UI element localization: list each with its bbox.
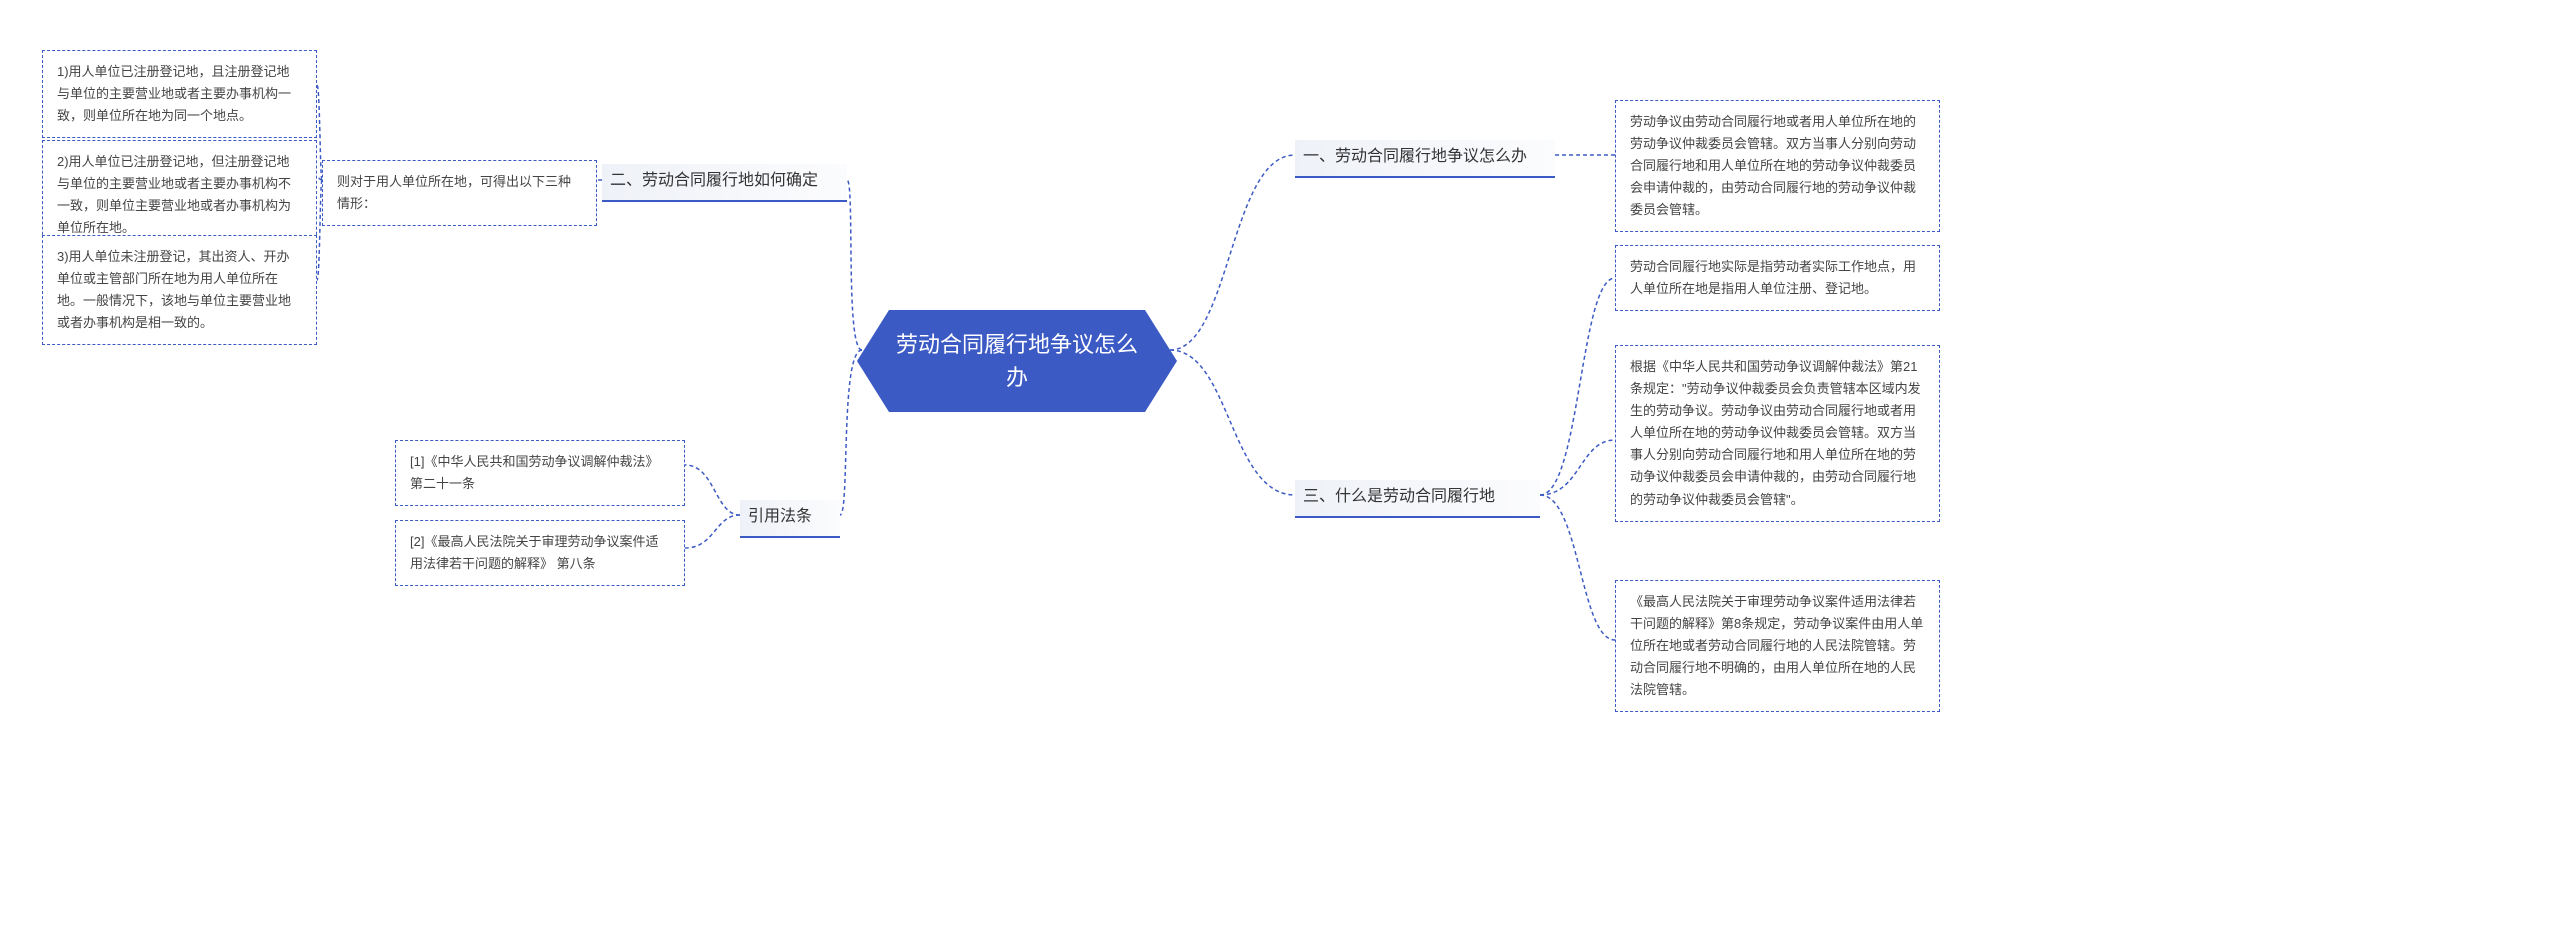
- leaf-b3-1: 劳动合同履行地实际是指劳动者实际工作地点，用人单位所在地是指用人单位注册、登记地…: [1615, 245, 1940, 311]
- leaf-b3-3: 《最高人民法院关于审理劳动争议案件适用法律若干问题的解释》第8条规定，劳动争议案…: [1615, 580, 1940, 712]
- branch-4-citations[interactable]: 引用法条: [740, 500, 840, 538]
- branch-3-label: 三、什么是劳动合同履行地: [1303, 488, 1495, 505]
- branch-2-determination[interactable]: 二、劳动合同履行地如何确定: [602, 164, 847, 202]
- root-node[interactable]: 劳动合同履行地争议怎么办: [857, 310, 1177, 412]
- branch-3-definition[interactable]: 三、什么是劳动合同履行地: [1295, 480, 1540, 518]
- leaf-b4-1: [1]《中华人民共和国劳动争议调解仲裁法》 第二十一条: [395, 440, 685, 506]
- leaf-b3-2: 根据《中华人民共和国劳动争议调解仲裁法》第21条规定："劳动争议仲裁委员会负责管…: [1615, 345, 1940, 522]
- leaf-b2-1: 1)用人单位已注册登记地，且注册登记地与单位的主要营业地或者主要办事机构一致，则…: [42, 50, 317, 138]
- leaf-b4-2: [2]《最高人民法院关于审理劳动争议案件适用法律若干问题的解释》 第八条: [395, 520, 685, 586]
- leaf-b2-3: 3)用人单位未注册登记，其出资人、开办单位或主管部门所在地为用人单位所在地。一般…: [42, 235, 317, 345]
- branch-1-label: 一、劳动合同履行地争议怎么办: [1303, 148, 1527, 165]
- leaf-b2-sub: 则对于用人单位所在地，可得出以下三种情形：: [322, 160, 597, 226]
- leaf-b1-content: 劳动争议由劳动合同履行地或者用人单位所在地的劳动争议仲裁委员会管辖。双方当事人分…: [1615, 100, 1940, 232]
- root-label: 劳动合同履行地争议怎么办: [887, 328, 1147, 394]
- branch-2-label: 二、劳动合同履行地如何确定: [610, 172, 818, 189]
- leaf-b2-2: 2)用人单位已注册登记地，但注册登记地与单位的主要营业地或者主要办事机构不一致，…: [42, 140, 317, 250]
- branch-4-label: 引用法条: [748, 508, 812, 525]
- branch-1-dispute-handling[interactable]: 一、劳动合同履行地争议怎么办: [1295, 140, 1555, 178]
- mindmap-connectors: [0, 0, 2560, 935]
